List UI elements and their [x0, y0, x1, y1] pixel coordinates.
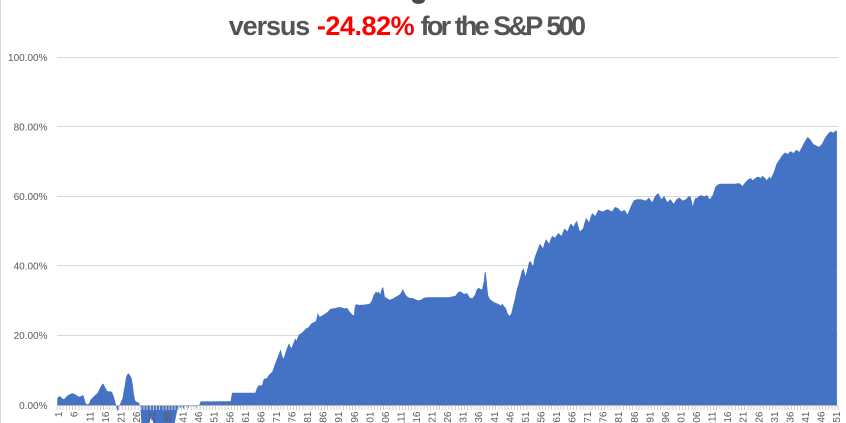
svg-text:41: 41	[179, 411, 190, 423]
svg-text:81: 81	[303, 411, 314, 423]
svg-text:141: 141	[490, 411, 501, 423]
svg-text:226: 226	[754, 411, 765, 423]
svg-text:146: 146	[505, 411, 516, 423]
svg-text:1: 1	[54, 411, 65, 417]
svg-text:191: 191	[645, 411, 656, 423]
svg-text:66: 66	[256, 411, 267, 423]
svg-text:86: 86	[319, 411, 330, 423]
svg-text:116: 116	[412, 411, 423, 423]
svg-text:136: 136	[474, 411, 485, 423]
svg-text:71: 71	[272, 411, 283, 423]
svg-text:231: 231	[770, 411, 781, 423]
svg-text:6: 6	[70, 411, 81, 417]
svg-text:46: 46	[194, 411, 205, 423]
svg-text:121: 121	[428, 411, 439, 423]
svg-text:171: 171	[583, 411, 594, 423]
svg-text:11: 11	[85, 411, 96, 422]
svg-text:76: 76	[288, 411, 299, 423]
svg-text:100.00%: 100.00%	[8, 53, 48, 64]
svg-text:151: 151	[521, 411, 532, 423]
svg-text:20.00%: 20.00%	[14, 331, 48, 342]
svg-text:40.00%: 40.00%	[14, 262, 48, 273]
svg-text:80.00%: 80.00%	[14, 123, 48, 134]
svg-text:206: 206	[692, 411, 703, 423]
svg-text:166: 166	[568, 411, 579, 423]
svg-text:61: 61	[241, 411, 252, 423]
svg-text:26: 26	[132, 411, 143, 423]
svg-text:161: 161	[552, 411, 563, 423]
svg-text:201: 201	[677, 411, 688, 423]
svg-text:241: 241	[801, 411, 812, 423]
svg-text:91: 91	[334, 411, 345, 423]
svg-text:216: 216	[723, 411, 734, 423]
svg-text:131: 131	[459, 411, 470, 423]
svg-text:126: 126	[443, 411, 454, 423]
svg-text:211: 211	[708, 411, 719, 423]
svg-text:60.00%: 60.00%	[14, 192, 48, 203]
svg-text:36: 36	[163, 411, 174, 423]
svg-text:21: 21	[116, 411, 127, 423]
svg-text:31: 31	[148, 411, 159, 423]
svg-text:251: 251	[832, 411, 843, 423]
svg-text:101: 101	[365, 411, 376, 423]
svg-text:181: 181	[614, 411, 625, 423]
svg-text:156: 156	[537, 411, 548, 423]
svg-text:236: 236	[785, 411, 796, 423]
svg-text:196: 196	[661, 411, 672, 423]
svg-text:0.00%: 0.00%	[19, 401, 47, 412]
svg-text:16: 16	[101, 411, 112, 423]
svg-text:176: 176	[599, 411, 610, 423]
svg-text:221: 221	[739, 411, 750, 423]
svg-text:56: 56	[225, 411, 236, 423]
svg-text:246: 246	[817, 411, 828, 423]
svg-text:186: 186	[630, 411, 641, 423]
svg-text:51: 51	[210, 411, 221, 423]
svg-text:96: 96	[350, 411, 361, 423]
svg-text:106: 106	[381, 411, 392, 423]
svg-text:111: 111	[396, 411, 407, 423]
